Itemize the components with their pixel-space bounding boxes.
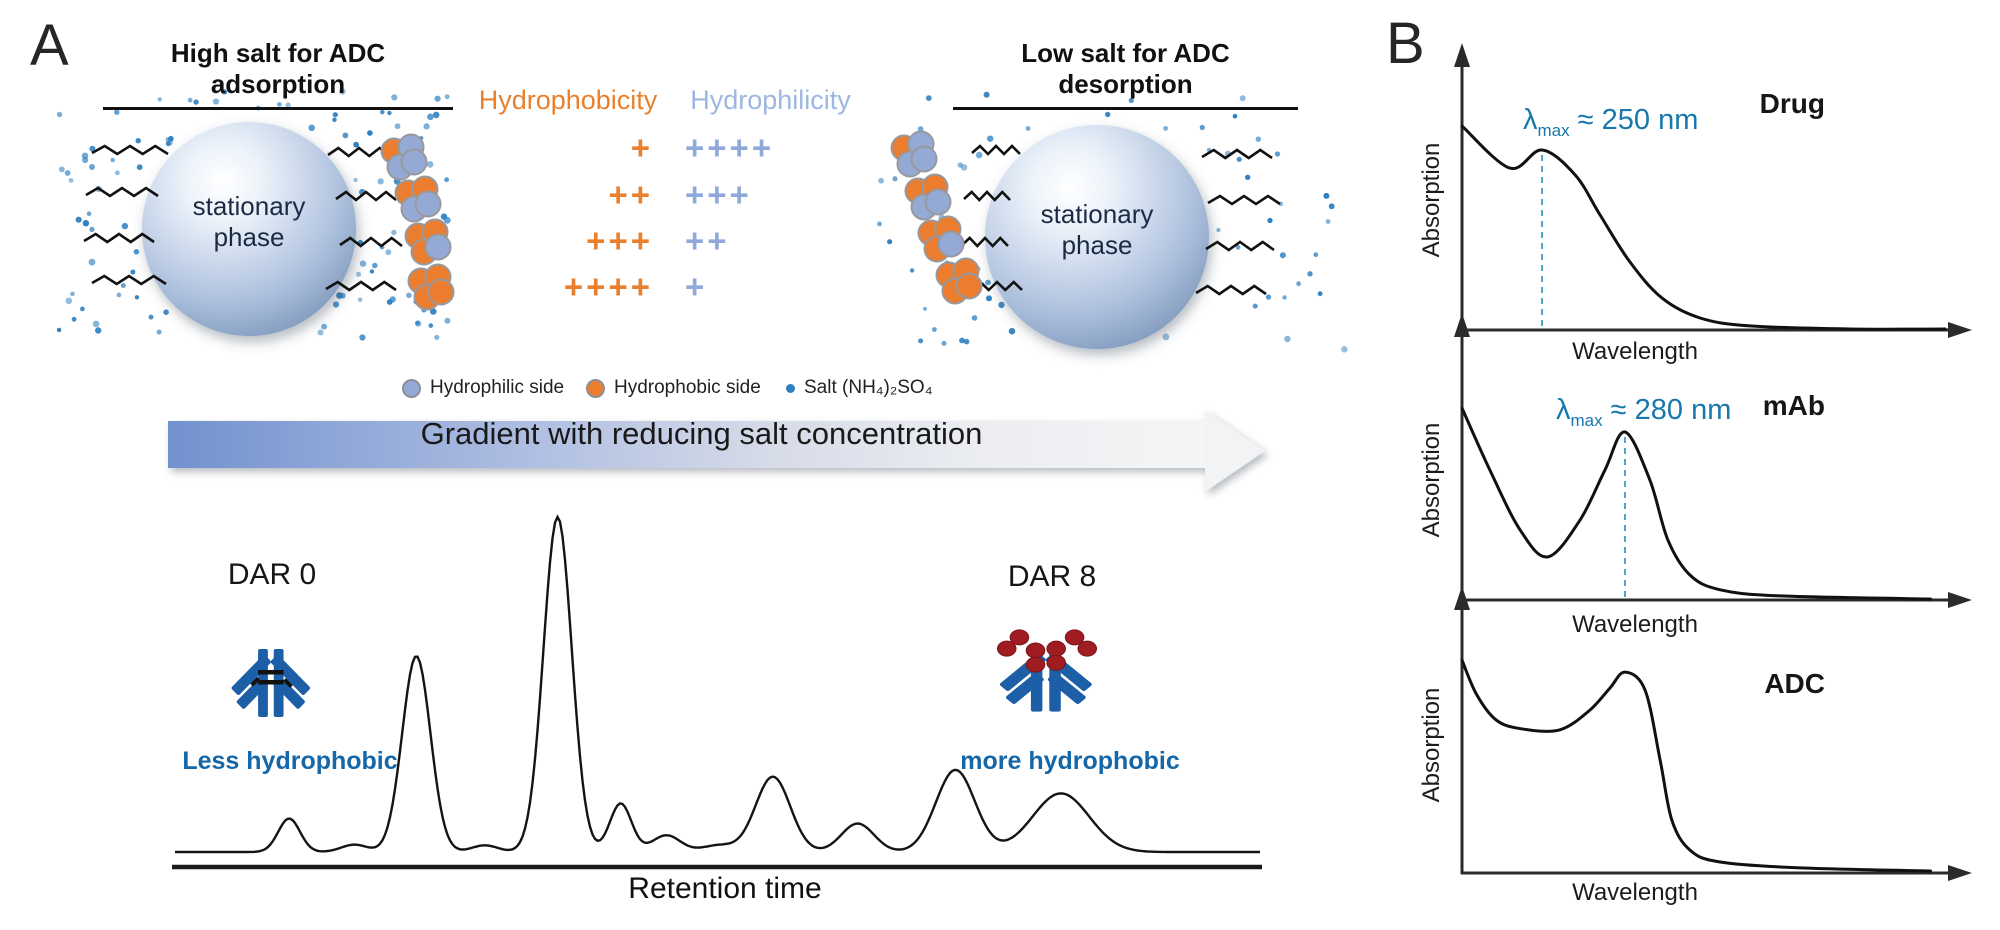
alkyl-chains	[83, 144, 1281, 296]
adsorption-clusters	[380, 133, 455, 311]
hydrophobic-swatch-icon	[586, 378, 605, 398]
adc-molecule-cluster	[394, 175, 442, 223]
gradient-arrowhead-icon	[1205, 410, 1265, 492]
scale-row-phobic: +++	[586, 222, 653, 259]
x-axis-arrowhead-icon	[1948, 592, 1972, 608]
drug-payload-icon	[1046, 640, 1066, 657]
spectrum-plot-adc	[1454, 586, 1972, 881]
adc-molecule-cluster	[404, 218, 452, 266]
scale-row-philic: +	[685, 268, 708, 305]
drug-payload-icon	[1025, 642, 1046, 659]
scale-row-phobic: ++++	[563, 268, 653, 305]
hydrophobicity-heading: Hydrophobicity	[478, 85, 658, 115]
dar0-label: DAR 0	[227, 558, 317, 591]
salt-swatch-icon	[786, 383, 795, 393]
spectrum-plot-drug	[1454, 43, 1972, 338]
hydrophilicity-heading: Hydrophilicity	[690, 85, 851, 115]
adc-plot-title: ADC	[1764, 668, 1825, 699]
adc-molecule-cluster	[935, 257, 983, 305]
spectrum-plot-mab	[1454, 313, 1972, 608]
dar0-antibody-icon	[231, 649, 311, 717]
absorption-axis-label-drug: Absorption	[1418, 142, 1445, 258]
legend-item-hydrophilic: Hydrophilic side	[402, 377, 564, 399]
dar8-caption: more hydrophobic	[960, 747, 1180, 775]
adc-molecule-cluster	[917, 215, 965, 263]
alkyl-chain-icon	[971, 144, 1021, 156]
hydrophilic-swatch-icon	[402, 378, 421, 398]
scale-row-philic: ++	[685, 222, 730, 259]
y-axis-arrowhead-icon	[1454, 313, 1470, 337]
alkyl-chain-icon	[1207, 194, 1281, 206]
drug-payload-icon	[1025, 656, 1046, 673]
desorption-clusters	[890, 130, 983, 305]
drug-payload-icon	[1064, 629, 1085, 646]
drug-payload-icon	[1046, 654, 1066, 671]
stationary-phase-label-right: stationary phase	[1040, 199, 1154, 260]
scale-row-philic: ++++	[685, 129, 775, 166]
lambda-max-250-label: λmax ≈ 250 nm	[1523, 104, 1699, 140]
desorption-title: Low salt for ADC desorption	[953, 38, 1298, 110]
dar8-antibody-icon	[996, 629, 1098, 712]
absorption-axis-label-adc: Absorption	[1418, 687, 1445, 803]
scale-row-philic: +++	[685, 176, 752, 213]
gradient-arrow: Gradient with reducing salt concentratio…	[168, 410, 1268, 492]
alkyl-chain-icon	[1195, 284, 1267, 296]
alkyl-chain-icon	[91, 274, 167, 286]
retention-time-axis-label: Retention time	[628, 872, 822, 905]
absorption-axis-label-mab: Absorption	[1418, 422, 1445, 538]
adc-molecule-cluster	[380, 133, 428, 181]
scale-row-phobic: ++	[608, 176, 653, 213]
drug-payload-icon	[1009, 629, 1030, 646]
lambda-max-280-label: λmax ≈ 280 nm	[1556, 394, 1732, 430]
adsorption-title: High salt for ADC adsorption	[103, 38, 453, 110]
adc-molecule-cluster	[890, 130, 938, 178]
drug-payload-icon	[996, 640, 1017, 657]
y-axis-arrowhead-icon	[1454, 43, 1470, 67]
alkyl-chain-icon	[339, 236, 403, 248]
mab-plot-title: mAb	[1762, 390, 1825, 421]
panel-b-label: B	[1386, 11, 1426, 76]
adc-molecule-cluster	[407, 263, 455, 311]
wavelength-axis-label-adc: Wavelength	[1572, 879, 1698, 906]
stationary-phase-sphere-right	[985, 125, 1209, 349]
absorption-curve	[1460, 124, 1947, 331]
wavelength-axis-label-drug: Wavelength	[1572, 338, 1698, 365]
alkyl-chain-icon	[961, 236, 1009, 248]
chromatogram-trace	[175, 514, 1260, 854]
alkyl-chain-icon	[963, 190, 1011, 202]
drug-plot-title: Drug	[1759, 88, 1825, 119]
scale-row-phobic: +	[630, 129, 653, 166]
alkyl-chain-icon	[1205, 240, 1275, 252]
alkyl-chain-icon	[83, 232, 155, 244]
legend-item-hydrophobic: Hydrophobic side	[586, 377, 761, 399]
alkyl-chain-icon	[1201, 148, 1273, 160]
drug-payload-icon	[1077, 640, 1098, 657]
adc-molecule-cluster	[904, 173, 952, 221]
absorption-curve	[1460, 406, 1932, 601]
x-axis-arrowhead-icon	[1948, 322, 1972, 338]
alkyl-chain-icon	[335, 190, 397, 202]
stationary-phase-sphere-left	[142, 122, 356, 336]
wavelength-axis-label-mab: Wavelength	[1572, 611, 1698, 638]
y-axis-arrowhead-icon	[1454, 586, 1470, 610]
x-axis-arrowhead-icon	[1948, 865, 1972, 881]
gradient-arrow-bar	[168, 421, 1205, 468]
alkyl-chain-icon	[91, 144, 169, 156]
alkyl-chain-icon	[327, 146, 391, 158]
legend-item-salt: Salt (NH₄)₂SO₄	[786, 377, 932, 399]
panel-a-label: A	[30, 13, 70, 78]
gradient-arrow-label: Gradient with reducing salt concentratio…	[420, 416, 983, 451]
alkyl-chain-icon	[325, 280, 397, 292]
stationary-phase-label-left: stationary phase	[192, 191, 306, 252]
dar0-caption: Less hydrophobic	[182, 747, 398, 775]
dar8-label: DAR 8	[1007, 560, 1097, 593]
alkyl-chain-icon	[85, 186, 159, 198]
absorption-curve	[1460, 658, 1932, 873]
